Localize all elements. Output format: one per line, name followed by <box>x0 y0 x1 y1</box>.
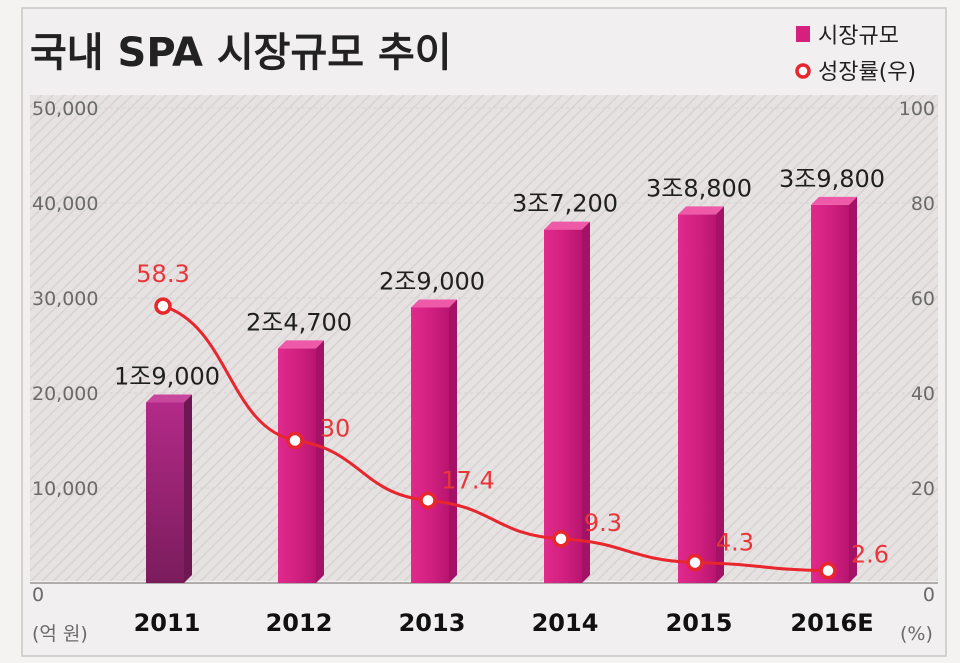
bar-value-label: 3조9,800 <box>779 165 885 193</box>
chart-title: 국내 SPA 시장규모 추이 <box>30 30 452 76</box>
rate-value-label: 17.4 <box>441 466 494 494</box>
bar-side-face <box>582 221 590 583</box>
bar-top-face <box>278 340 324 349</box>
y-axis-right: 0 20 40 60 80 100 <box>899 98 935 606</box>
bar-side-face <box>449 299 457 583</box>
y-left-tick-label: 30,000 <box>32 288 98 310</box>
growth-point-2013 <box>419 491 437 510</box>
legend-bar-swatch <box>796 26 810 42</box>
x-tick-label: 2014 <box>532 609 599 637</box>
y-right-tick-label: 20 <box>911 478 935 500</box>
y-right-unit: (%) <box>900 623 933 645</box>
y-right-tick-label: 100 <box>899 98 935 120</box>
y-left-unit: (억 원) <box>32 623 88 645</box>
growth-point-2012 <box>286 431 304 450</box>
bar-top-face <box>678 206 724 215</box>
growth-point-2016E <box>819 561 837 580</box>
x-tick-label: 2013 <box>399 609 466 637</box>
growth-point-2014 <box>552 530 570 548</box>
x-tick-label: 2012 <box>266 609 333 637</box>
y-left-tick-label: 10,000 <box>32 478 98 500</box>
growth-line <box>154 297 837 580</box>
rate-value-label: 58.3 <box>136 260 189 288</box>
bar-side-face <box>184 394 192 583</box>
bar-top-face <box>411 299 457 308</box>
bar-top-face <box>544 221 590 230</box>
rate-value-label: 4.3 <box>716 529 754 557</box>
bar-value-label: 2조4,700 <box>246 308 352 336</box>
growth-point-2011 <box>154 297 172 315</box>
bar-side-face <box>316 340 324 583</box>
legend: 시장규모 성장률(우) <box>795 24 916 85</box>
y-right-tick-label: 60 <box>911 288 935 310</box>
rate-value-label: 2.6 <box>851 541 889 569</box>
y-right-tick-label: 0 <box>923 584 935 606</box>
bar-value-labels: 1조9,000 2조4,700 2조9,000 3조7,200 3조8,800 3조9,8… <box>114 165 885 391</box>
bar-2016E <box>811 204 849 583</box>
rate-value-labels: 58.3 30 17.4 9.3 4.3 2.6 <box>136 260 889 569</box>
bar-value-label: 3조7,200 <box>512 190 618 218</box>
x-tick-label: 2011 <box>134 609 201 637</box>
bar-2015 <box>678 214 716 583</box>
bar-value-label: 1조9,000 <box>114 363 220 391</box>
bar-side-face <box>849 196 857 583</box>
y-axis-left: 0 10,000 20,000 30,000 40,000 50,000 <box>32 98 98 606</box>
bar-2011 <box>146 402 184 583</box>
legend-line-label: 성장률(우) <box>818 60 916 85</box>
rate-value-label: 30 <box>320 415 351 443</box>
rate-value-label: 9.3 <box>584 509 622 537</box>
legend-bar-label: 시장규모 <box>818 24 899 49</box>
bar-side-face <box>716 206 724 583</box>
x-tick-label: 2016E <box>790 609 873 637</box>
bar-top-face <box>146 394 192 403</box>
growth-point-2015 <box>686 553 704 572</box>
legend-line-marker <box>795 63 811 79</box>
bar-2014 <box>544 229 582 583</box>
y-left-tick-label: 20,000 <box>32 383 98 405</box>
y-right-tick-label: 80 <box>911 193 935 215</box>
bar-2012 <box>278 348 316 583</box>
y-left-tick-label: 40,000 <box>32 193 98 215</box>
y-right-tick-label: 40 <box>911 383 935 405</box>
x-axis: 2011 2012 2013 2014 2015 2016E <box>134 609 874 637</box>
y-left-tick-label: 0 <box>32 584 44 606</box>
bar-2013 <box>411 307 449 583</box>
bar-top-face <box>811 196 857 205</box>
bar-value-label: 2조9,000 <box>379 268 485 296</box>
y-left-tick-label: 50,000 <box>32 98 98 120</box>
bar-value-label: 3조8,800 <box>646 174 752 202</box>
bars <box>146 196 857 583</box>
x-tick-label: 2015 <box>666 609 733 637</box>
